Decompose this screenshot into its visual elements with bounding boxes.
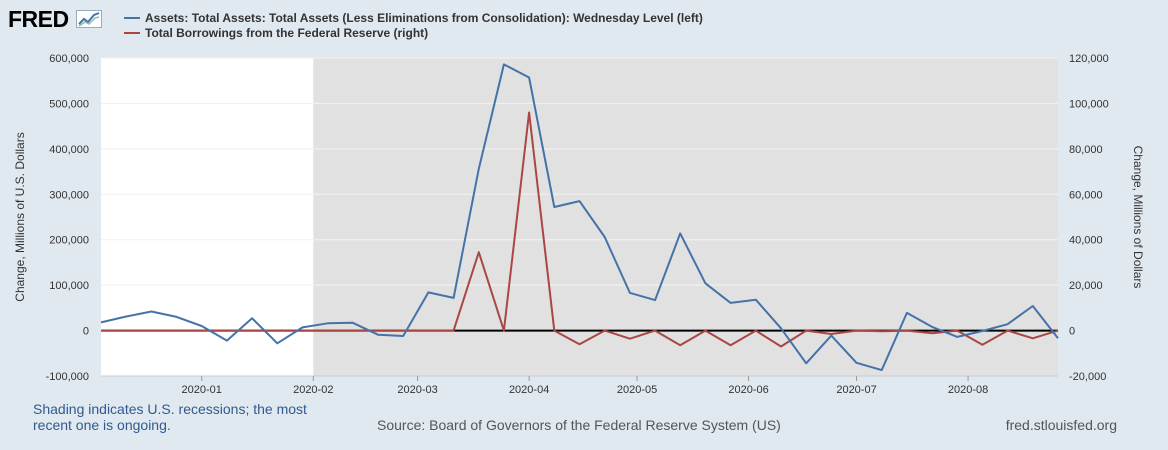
x-tick-label: 2020-08 xyxy=(948,384,988,396)
right-tick-label: 100,000 xyxy=(1069,98,1109,110)
right-tick-label: 0 xyxy=(1069,326,1075,338)
series-group xyxy=(100,63,1059,372)
right-axis-title: Change, Millions of Dollars xyxy=(1131,146,1145,289)
x-tick-label: 2020-03 xyxy=(397,384,437,396)
right-tick-label: 120,000 xyxy=(1069,53,1109,65)
series-line-assets[interactable] xyxy=(100,63,1059,372)
legend-swatch-borrowings xyxy=(124,31,140,34)
legend-label-assets: Assets: Total Assets: Total Assets (Less… xyxy=(145,10,703,25)
left-axis-ticks: -100,000 0 100,000 200,000 300,000 400,000 500… xyxy=(46,53,89,383)
fred-logo-graph-icon xyxy=(75,10,102,28)
right-tick-label: 20,000 xyxy=(1069,280,1103,292)
legend-swatch-assets xyxy=(124,16,140,19)
fred-logo-text: FRED xyxy=(8,6,69,32)
right-tick-label: -20,000 xyxy=(1069,371,1106,383)
left-tick-label: 100,000 xyxy=(49,280,89,292)
legend-item-borrowings[interactable]: Total Borrowings from the Federal Reserv… xyxy=(124,25,703,40)
recession-note: Shading indicates U.S. recessions; the m… xyxy=(33,401,307,433)
x-tick-label: 2020-01 xyxy=(182,384,222,396)
left-tick-label: 500,000 xyxy=(49,98,89,110)
left-tick-label: 600,000 xyxy=(49,53,89,65)
x-tick-label: 2020-04 xyxy=(509,384,549,396)
legend-item-assets[interactable]: Assets: Total Assets: Total Assets (Less… xyxy=(124,10,703,25)
x-tick-label: 2020-07 xyxy=(836,384,876,396)
site-link[interactable]: fred.stlouisfed.org xyxy=(1005,417,1117,433)
left-tick-label: -100,000 xyxy=(46,371,89,383)
fred-logo[interactable]: FRED xyxy=(8,6,102,33)
right-tick-label: 40,000 xyxy=(1069,235,1103,247)
recession-shading xyxy=(313,58,1058,376)
legend-label-borrowings: Total Borrowings from the Federal Reserv… xyxy=(145,25,429,40)
left-tick-label: 300,000 xyxy=(49,189,89,201)
x-axis-ticks: 2020-01 2020-02 2020-03 2020-04 2020-05 2020-… xyxy=(101,375,1058,396)
left-axis-title: Change, Millions of U.S. Dollars xyxy=(13,132,27,301)
left-tick-label: 400,000 xyxy=(49,144,89,156)
x-tick-label: 2020-06 xyxy=(728,384,768,396)
left-tick-label: 0 xyxy=(83,326,89,338)
left-tick-label: 200,000 xyxy=(49,235,89,247)
x-tick-label: 2020-05 xyxy=(617,384,657,396)
right-axis-ticks: -20,000 0 20,000 40,000 60,000 80,000 100,000 1… xyxy=(1069,53,1109,383)
x-tick-label: 2020-02 xyxy=(293,384,333,396)
source-note: Source: Board of Governors of the Federa… xyxy=(377,417,781,433)
legend: Assets: Total Assets: Total Assets (Less… xyxy=(124,10,703,40)
right-tick-label: 60,000 xyxy=(1069,189,1103,201)
right-tick-label: 80,000 xyxy=(1069,144,1103,156)
